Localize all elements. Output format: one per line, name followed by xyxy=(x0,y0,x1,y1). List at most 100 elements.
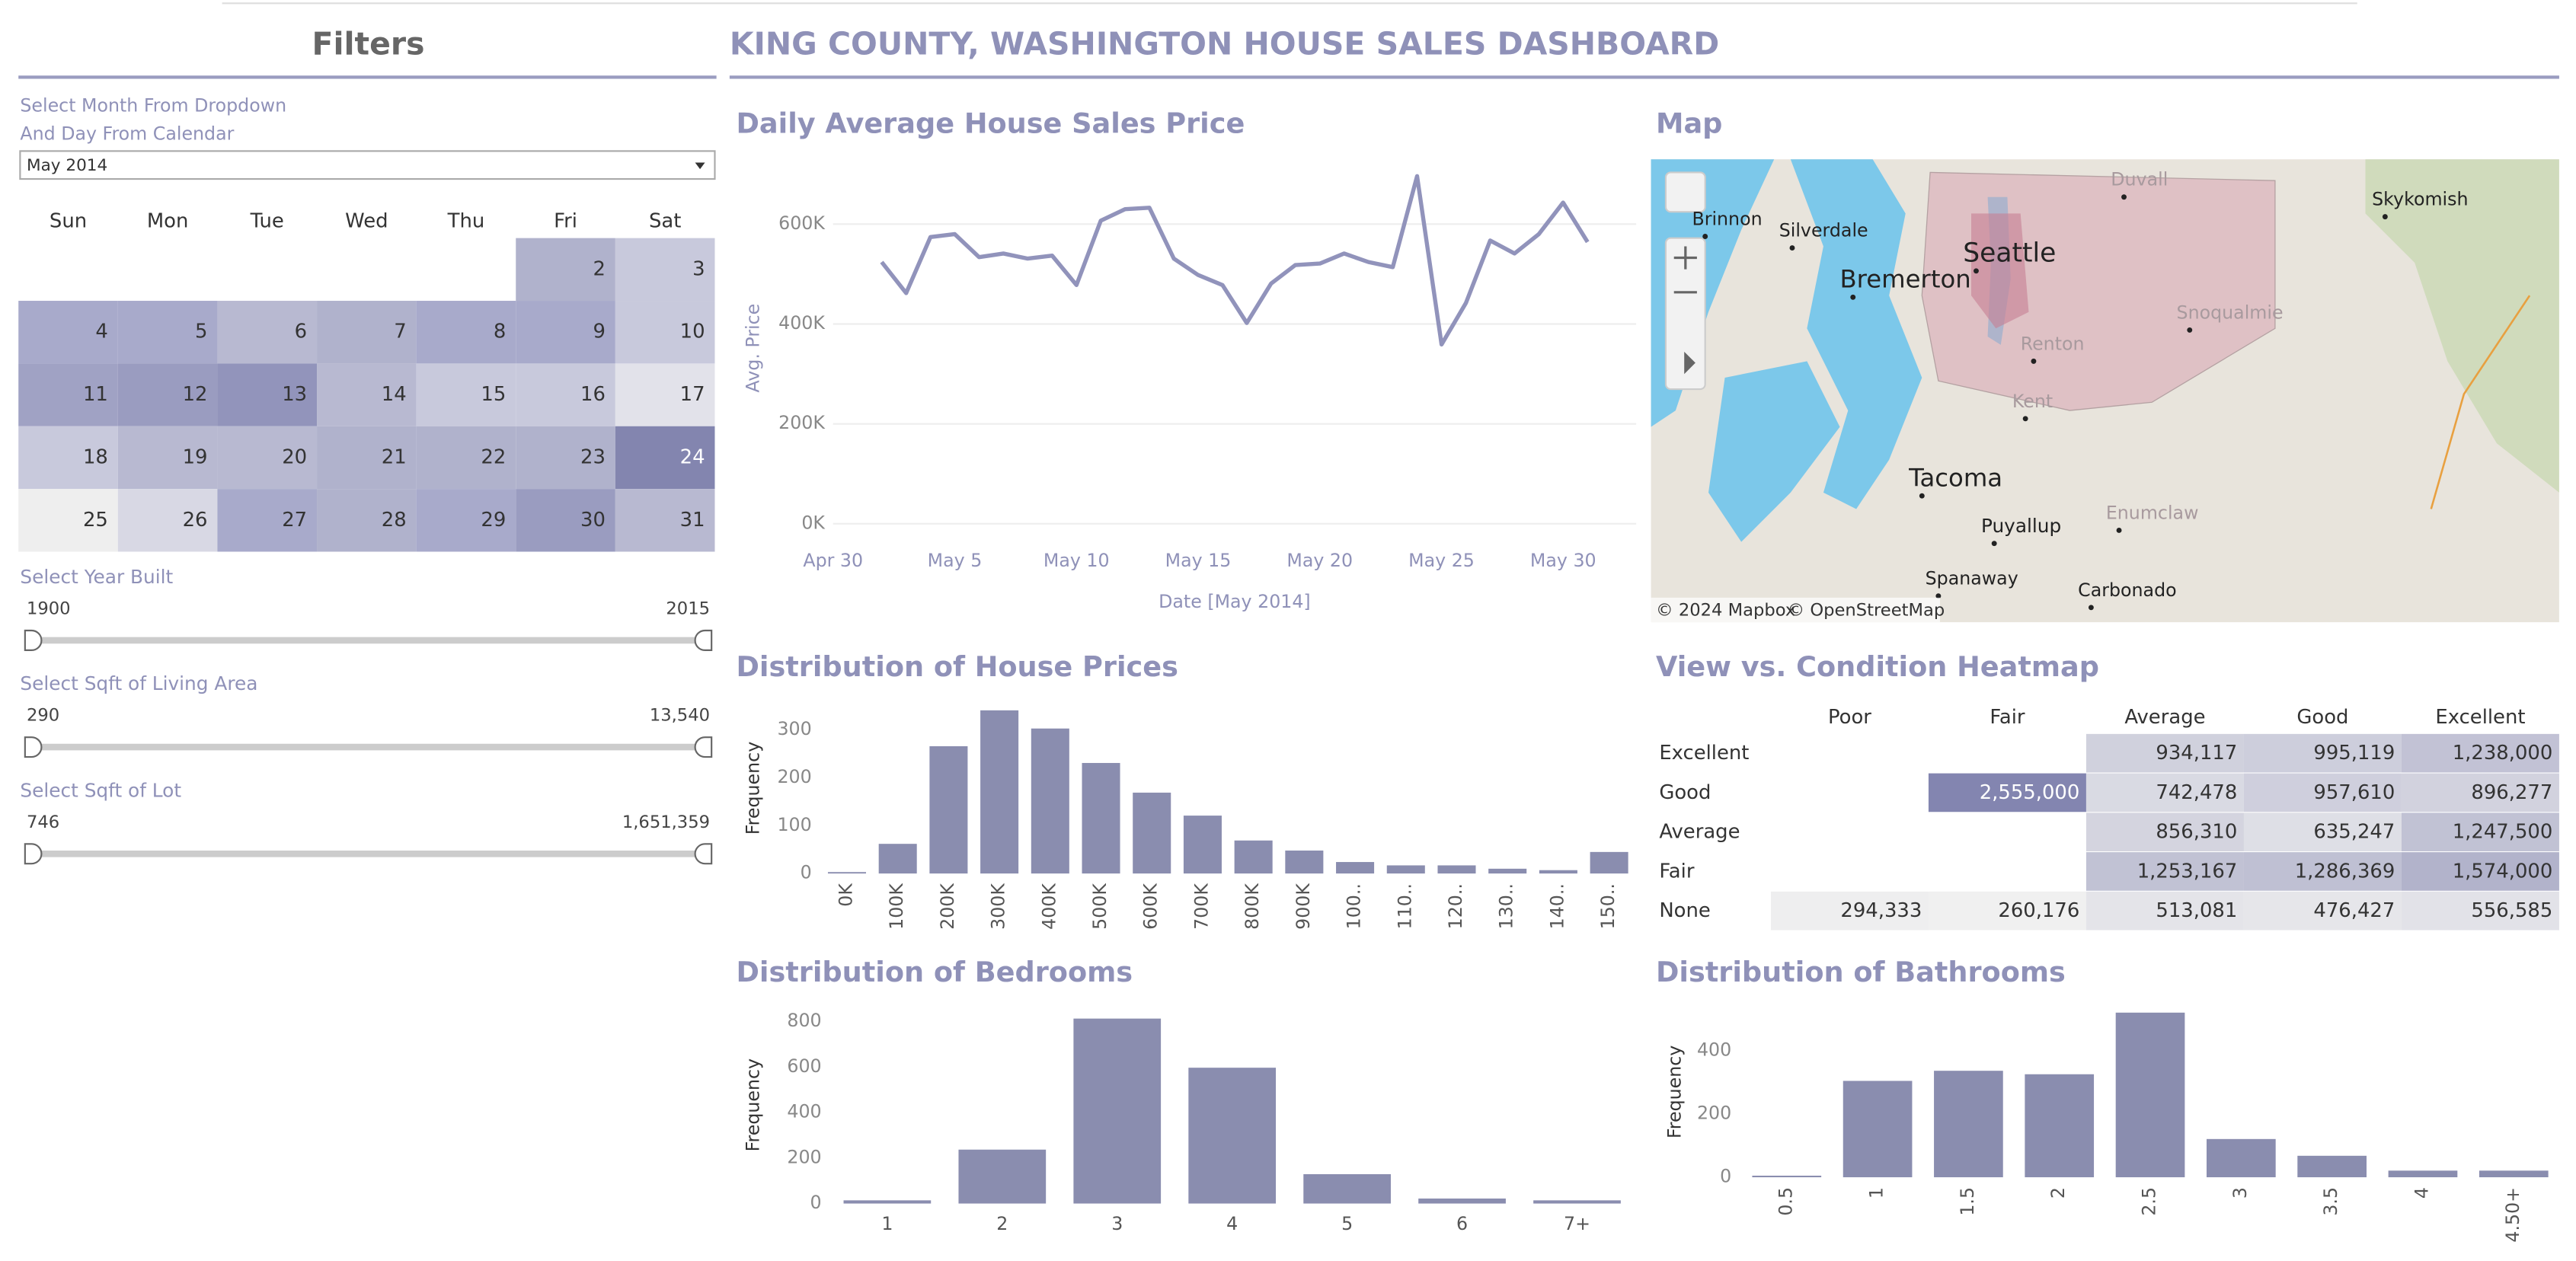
calendar-day[interactable] xyxy=(317,363,417,426)
slider-handle[interactable] xyxy=(24,629,43,651)
x-tick-label: 500K xyxy=(1089,883,1111,930)
bar xyxy=(2388,1170,2458,1178)
calendar-day[interactable] xyxy=(615,363,715,426)
slider-handle[interactable] xyxy=(24,736,43,758)
calendar-day[interactable] xyxy=(416,426,516,490)
calendar-day[interactable] xyxy=(516,301,615,364)
x-tick-label: 140.. xyxy=(1546,883,1568,929)
calendar-day[interactable] xyxy=(516,363,615,426)
y-tick-label: 400K xyxy=(778,312,826,334)
slider-handle[interactable] xyxy=(694,843,713,865)
place-label: Brinnon xyxy=(1692,208,1762,229)
calendar-day-number: 15 xyxy=(481,383,506,406)
calendar-day[interactable] xyxy=(117,489,218,552)
calendar-day[interactable] xyxy=(516,426,615,490)
calendar-day[interactable] xyxy=(217,426,318,490)
calendar-day[interactable] xyxy=(416,363,516,426)
calendar-day-number: 11 xyxy=(83,383,108,406)
weekday-label: Sat xyxy=(649,210,681,233)
cell-value: 513,081 xyxy=(2156,899,2237,922)
month-prompt: And Day From Calendar xyxy=(20,123,234,144)
calendar-day[interactable] xyxy=(117,426,218,490)
bar xyxy=(2479,1170,2549,1178)
cell-value: 635,247 xyxy=(2313,821,2395,844)
calendar-day[interactable] xyxy=(217,363,318,426)
calendar-day[interactable] xyxy=(18,301,118,364)
calendar-day[interactable] xyxy=(615,238,715,302)
place-dot xyxy=(2382,214,2388,220)
month-dropdown[interactable] xyxy=(19,150,716,180)
calendar-day[interactable] xyxy=(615,301,715,364)
map-road xyxy=(2430,295,2531,509)
heatmap-cell xyxy=(2401,891,2559,931)
bar xyxy=(1031,728,1069,874)
y-axis-label: Frequency xyxy=(1664,1046,1685,1138)
calendar-day[interactable] xyxy=(615,489,715,552)
slider-handle[interactable] xyxy=(694,629,713,651)
calendar-day[interactable] xyxy=(317,426,417,490)
cell-value: 1,286,369 xyxy=(2295,860,2395,883)
cell-value: 2,555,000 xyxy=(1980,781,2080,804)
map-attribution: © 2024 Mapbox xyxy=(1656,601,1795,621)
x-tick-label: 130.. xyxy=(1496,883,1517,929)
y-axis-label: Avg. Price xyxy=(743,304,764,393)
slider-handle[interactable] xyxy=(694,736,713,758)
slider-label: Select Year Built xyxy=(20,566,173,588)
calendar-day-number: 13 xyxy=(282,383,307,406)
heatmap-cell xyxy=(2085,733,2244,774)
place-dot xyxy=(2031,358,2037,364)
y-tick-label: 600K xyxy=(778,212,826,234)
x-tick-label: 3 xyxy=(1111,1213,1123,1234)
map-forest xyxy=(2365,159,2559,493)
bar xyxy=(1934,1071,2003,1178)
calendar-day[interactable] xyxy=(117,363,218,426)
map-controls[interactable] xyxy=(1664,237,1706,391)
map-search[interactable] xyxy=(1664,171,1706,213)
chart-title: Distribution of Bedrooms xyxy=(737,956,1133,988)
map-title: Map xyxy=(1656,107,1722,139)
calendar-day[interactable] xyxy=(516,489,615,552)
place-dot xyxy=(1702,234,1708,239)
dropdown-arrow xyxy=(695,162,705,170)
x-tick-label: 0K xyxy=(835,883,856,907)
place-label: Duvall xyxy=(2111,169,2168,190)
row-header: Average xyxy=(1659,821,1740,844)
calendar-day[interactable] xyxy=(516,238,615,302)
cell-value: 742,478 xyxy=(2156,781,2237,804)
heatmap-cell xyxy=(2401,852,2559,892)
calendar-day[interactable] xyxy=(217,301,318,364)
calendar-day[interactable] xyxy=(317,489,417,552)
cell-value: 856,310 xyxy=(2156,821,2237,844)
slider-handle[interactable] xyxy=(24,843,43,865)
x-tick-label: 400K xyxy=(1038,883,1059,930)
map-attribution-bg xyxy=(1651,597,1941,623)
bar xyxy=(1133,792,1171,874)
weekday-label: Thu xyxy=(447,210,485,233)
cell-value: 1,574,000 xyxy=(2453,860,2553,883)
map-water xyxy=(1790,159,1922,509)
calendar-day[interactable] xyxy=(18,489,118,552)
place-dot xyxy=(2022,416,2028,422)
calendar-day[interactable] xyxy=(117,301,218,364)
place-label: Spanaway xyxy=(1926,568,2018,589)
heatmap-cell xyxy=(2401,733,2559,774)
calendar-day[interactable] xyxy=(18,363,118,426)
filters-title: Filters xyxy=(312,25,425,62)
calendar-day[interactable] xyxy=(18,426,118,490)
calendar-day[interactable] xyxy=(416,301,516,364)
x-tick-label: 150.. xyxy=(1597,883,1619,929)
x-tick-label: May 30 xyxy=(1530,550,1596,571)
x-tick-label: May 15 xyxy=(1165,550,1232,571)
calendar-day[interactable] xyxy=(217,489,318,552)
slider-track xyxy=(31,850,705,857)
calendar-day[interactable] xyxy=(416,489,516,552)
calendar-day[interactable] xyxy=(317,301,417,364)
calendar-day-number: 8 xyxy=(494,321,506,343)
x-tick-label: 4.50+ xyxy=(2502,1187,2523,1243)
calendar-day[interactable] xyxy=(615,426,715,490)
calendar-day-number: 29 xyxy=(481,509,506,532)
cell-value: 957,610 xyxy=(2313,781,2395,804)
cell-value: 1,247,500 xyxy=(2453,821,2553,844)
